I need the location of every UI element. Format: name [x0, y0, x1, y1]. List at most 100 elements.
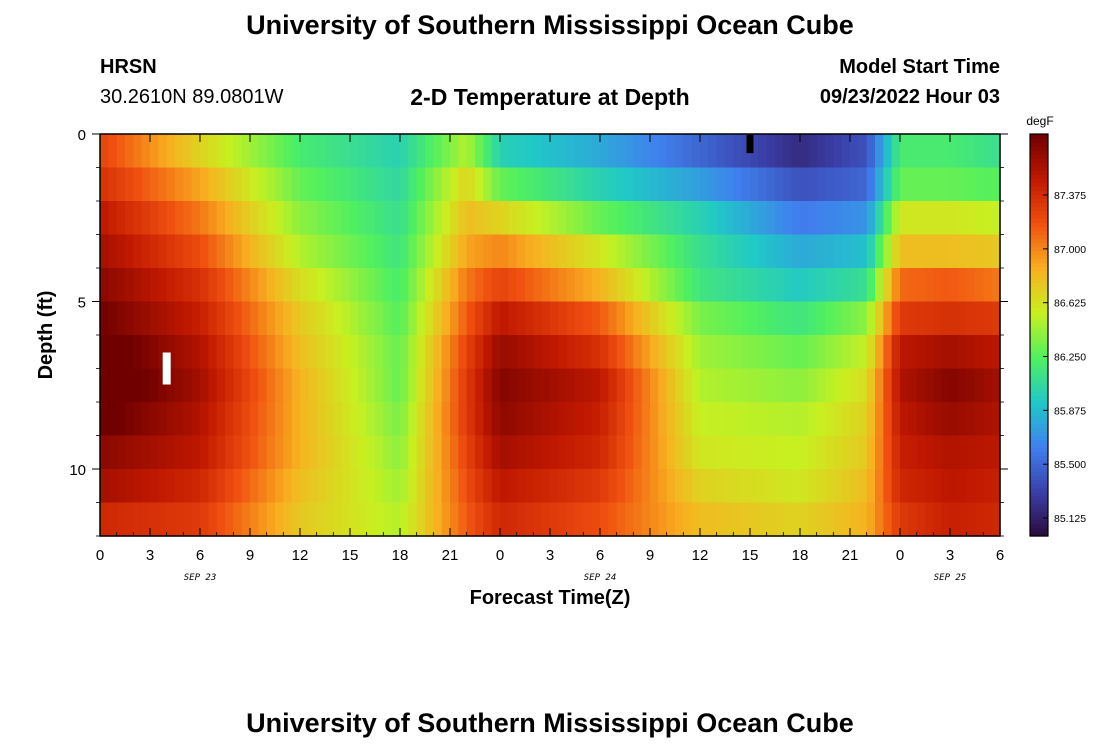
heatmap-cell	[525, 167, 534, 202]
colorbar-segment	[1030, 182, 1048, 187]
heatmap-cell	[766, 201, 776, 236]
heatmap-cell	[633, 402, 643, 437]
heatmap-cell	[350, 435, 359, 470]
heatmap-cell	[400, 234, 409, 269]
heatmap-cell	[916, 335, 926, 370]
heatmap-cell	[708, 167, 718, 202]
heatmap-cell	[825, 301, 834, 336]
heatmap-cell	[625, 402, 634, 437]
heatmap-cell	[816, 201, 826, 236]
heatmap-cell	[258, 167, 268, 202]
heatmap-cell	[833, 469, 843, 504]
heatmap-cell	[575, 335, 584, 370]
heatmap-cell	[458, 469, 468, 504]
colorbar-segment	[1030, 286, 1048, 292]
colorbar-segment	[1030, 367, 1048, 372]
heatmap-cell	[983, 435, 993, 470]
heatmap-cell	[691, 368, 701, 403]
heatmap-cell	[291, 435, 301, 470]
heatmap-cell	[983, 301, 993, 336]
heatmap-cell	[225, 234, 234, 269]
heatmap-cell	[391, 301, 401, 336]
heatmap-cell	[708, 234, 718, 269]
heatmap-cell	[458, 335, 468, 370]
heatmap-cell	[200, 201, 209, 236]
heatmap-cell	[891, 335, 901, 370]
heatmap-cell	[391, 502, 401, 537]
heatmap-cell	[841, 435, 851, 470]
heatmap-cell	[133, 301, 143, 336]
heatmap-cell	[266, 134, 276, 169]
heatmap-cell	[258, 335, 268, 370]
heatmap-cell	[558, 502, 568, 537]
heatmap-cell	[558, 301, 568, 336]
heatmap-cell	[866, 134, 876, 169]
heatmap-cell	[416, 134, 426, 169]
heatmap-cell	[966, 368, 976, 403]
heatmap-cell	[633, 435, 643, 470]
heatmap-cell	[441, 402, 451, 437]
heatmap-cell	[791, 435, 801, 470]
heatmap-cell	[500, 335, 509, 370]
heatmap-cell	[150, 301, 159, 336]
heatmap-cell	[758, 469, 768, 504]
heatmap-cell	[341, 167, 351, 202]
heatmap-cell	[475, 268, 484, 303]
colorbar-segment	[1030, 202, 1048, 207]
heatmap-cell	[416, 301, 426, 336]
heatmap-cell	[725, 301, 734, 336]
heatmap-cell	[591, 402, 601, 437]
heatmap-cell	[700, 234, 709, 269]
heatmap-cell	[633, 502, 643, 537]
heatmap-cell	[383, 469, 393, 504]
heatmap-cell	[441, 167, 451, 202]
heatmap-cell	[200, 234, 209, 269]
heatmap-cell	[241, 435, 251, 470]
colorbar-segment	[1030, 423, 1048, 429]
heatmap-cell	[708, 402, 718, 437]
heatmap-cell	[825, 402, 834, 437]
heatmap-cell	[716, 469, 726, 504]
heatmap-cell	[783, 268, 793, 303]
heatmap-cell	[883, 134, 893, 169]
heatmap-cell	[541, 234, 551, 269]
heatmap-cell	[175, 502, 184, 537]
heatmap-cell	[375, 469, 384, 504]
x-tick-label: 9	[646, 547, 654, 564]
heatmap-cell	[941, 402, 951, 437]
heatmap-cell	[233, 301, 243, 336]
heatmap-cell	[575, 201, 584, 236]
heatmap-cell	[433, 134, 443, 169]
heatmap-cell	[550, 502, 559, 537]
heatmap-cell	[691, 268, 701, 303]
x-tick-label: 15	[342, 547, 359, 564]
heatmap-cell	[400, 435, 409, 470]
heatmap-cell	[808, 134, 818, 169]
heatmap-cell	[150, 167, 159, 202]
heatmap-cell	[358, 469, 368, 504]
heatmap-cell	[433, 368, 443, 403]
heatmap-cell	[525, 368, 534, 403]
heatmap-cell	[100, 368, 109, 403]
heatmap-cell	[691, 435, 701, 470]
heatmap-cell	[366, 301, 376, 336]
heatmap-cell	[258, 502, 268, 537]
heatmap-cell	[216, 402, 226, 437]
heatmap-cell	[900, 234, 909, 269]
heatmap-cell	[558, 435, 568, 470]
heatmap-cell	[683, 167, 693, 202]
heatmap-cell	[450, 469, 459, 504]
colorbar-segment	[1030, 515, 1048, 521]
heatmap-cell	[833, 167, 843, 202]
colorbar-segment	[1030, 411, 1048, 416]
heatmap-cell	[508, 435, 518, 470]
heatmap-cell	[683, 134, 693, 169]
heatmap-cell	[208, 335, 218, 370]
heatmap-cell	[883, 402, 893, 437]
x-tick-label: 12	[292, 547, 309, 564]
heatmap-cell	[950, 502, 959, 537]
heatmap-cell	[425, 134, 434, 169]
heatmap-cell	[866, 268, 876, 303]
heatmap-cell	[608, 234, 618, 269]
heatmap-cell	[758, 435, 768, 470]
